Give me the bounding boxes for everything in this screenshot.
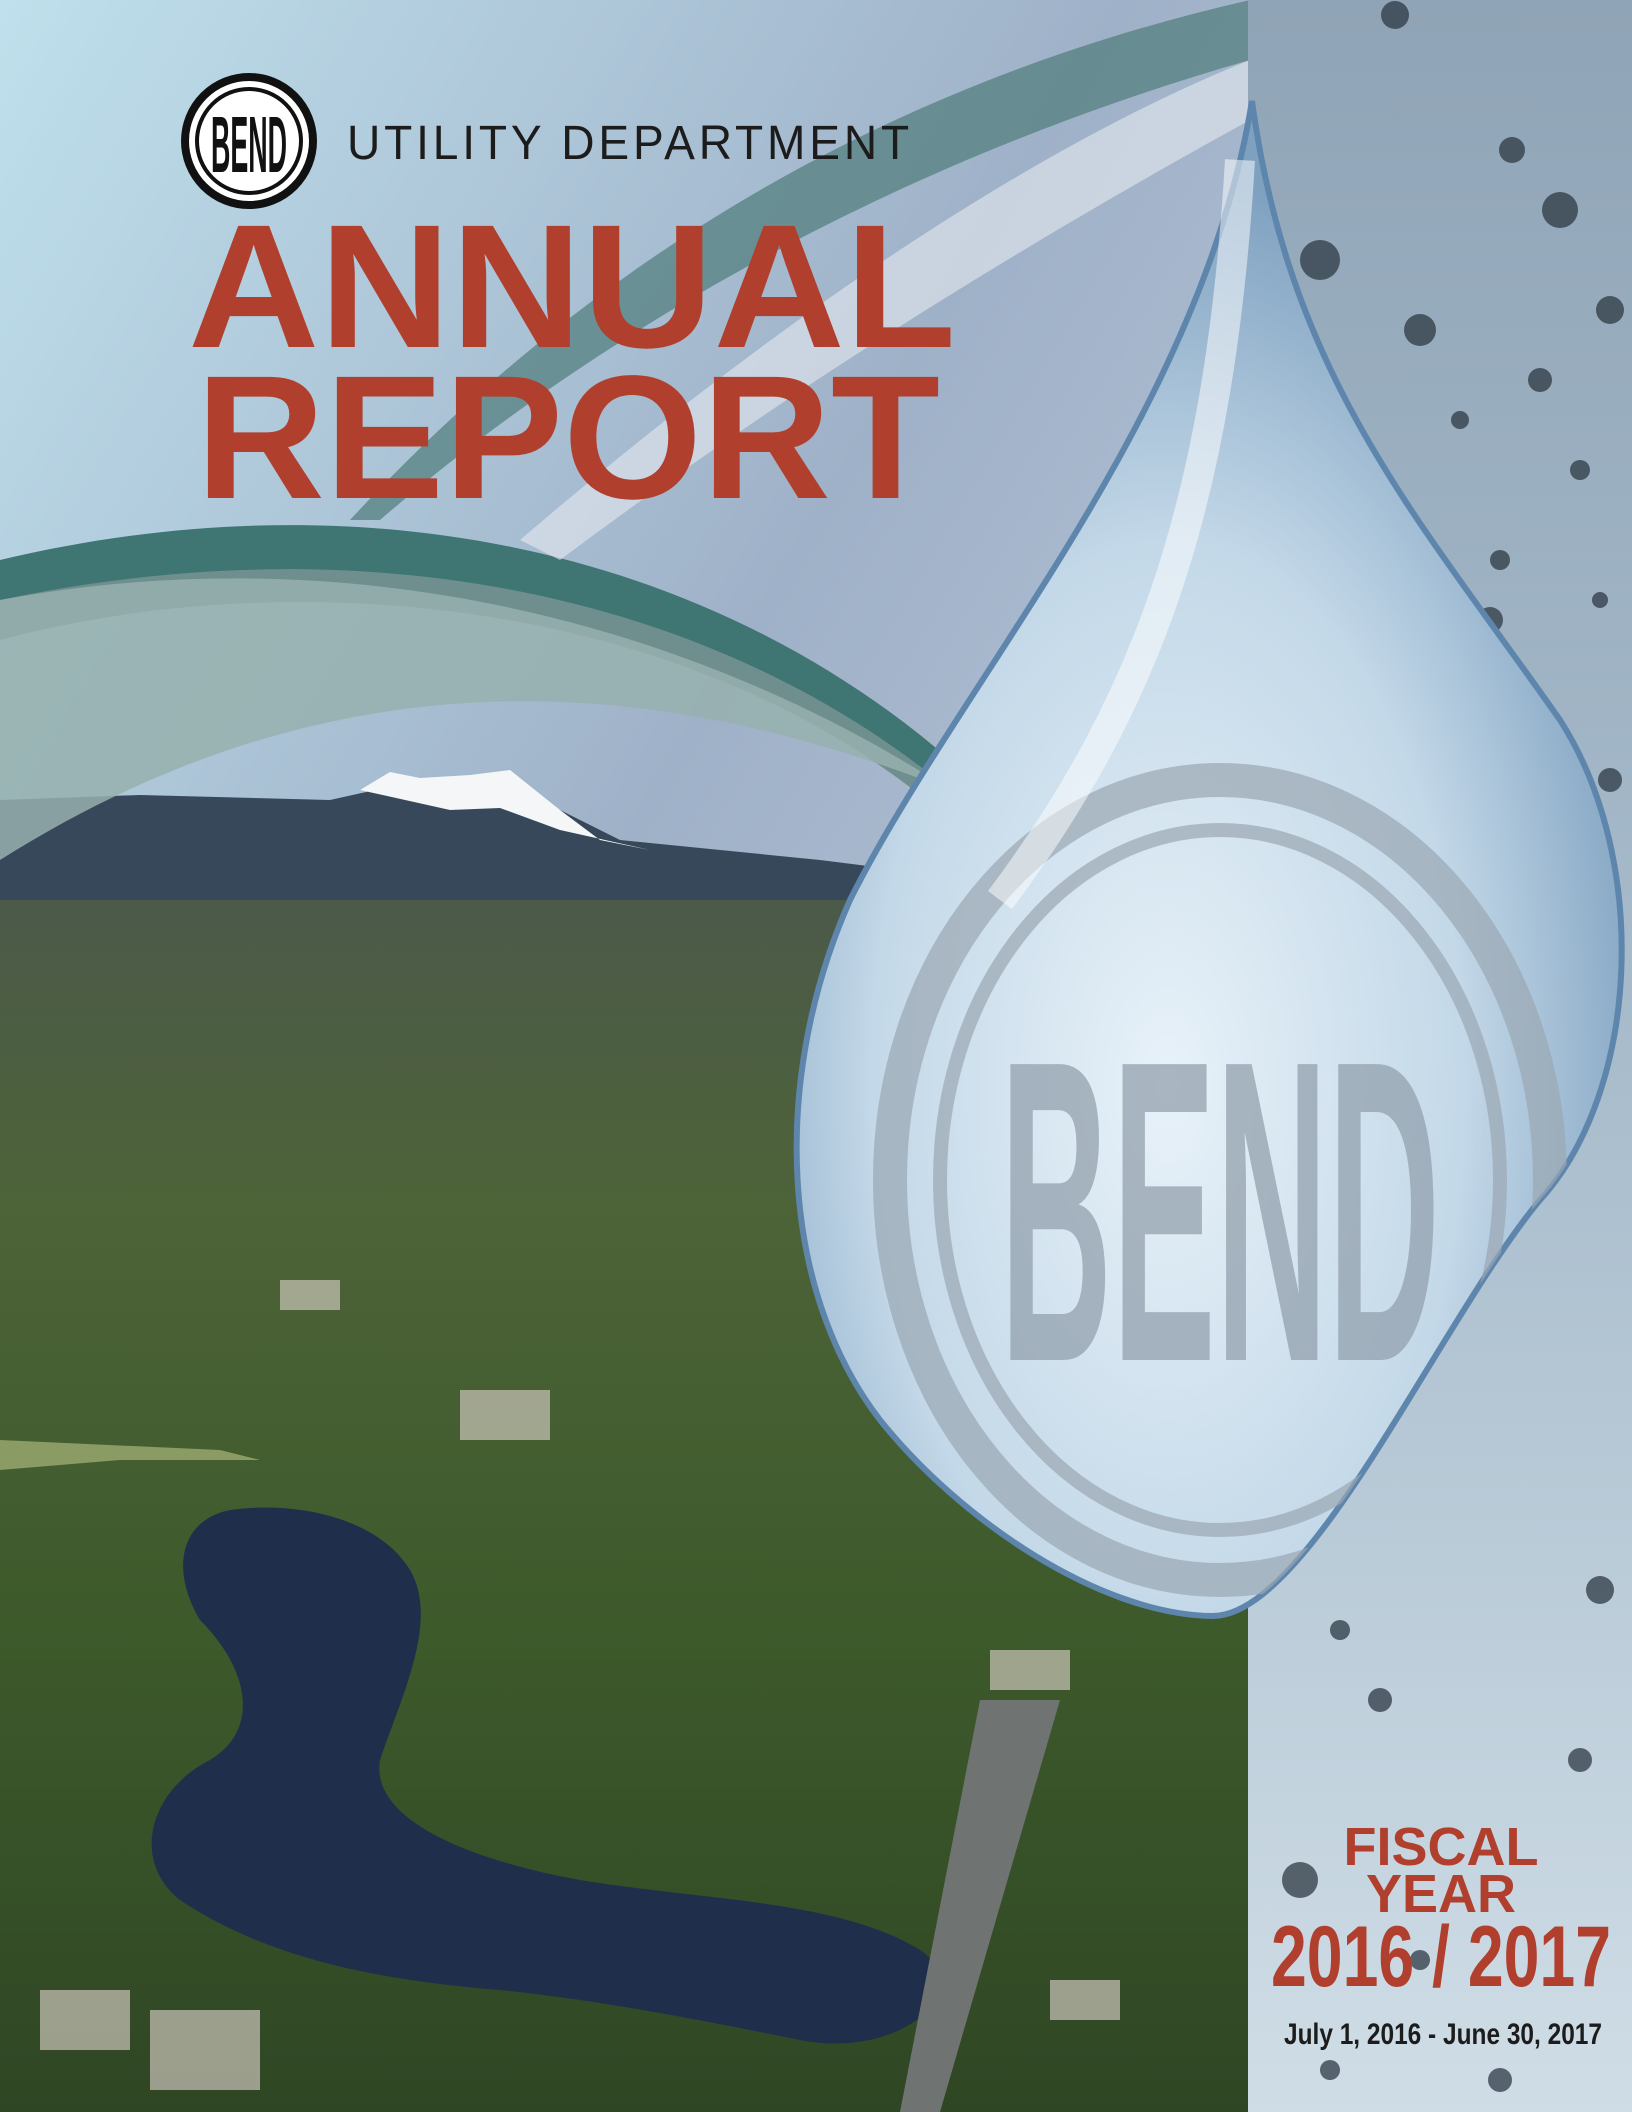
- logo-ring: [181, 73, 317, 209]
- river: [151, 1507, 941, 2044]
- drop-watermark: BEND: [873, 763, 1567, 1597]
- fiscal-line-2: YEAR: [1366, 1864, 1516, 1924]
- drop-highlight: [987, 159, 1255, 909]
- fiscal-dates: July 1, 2016 - June 30, 2017: [1284, 2018, 1602, 2051]
- water-drop: [793, 100, 1625, 1620]
- arc-teal: [0, 525, 950, 790]
- title-line-1: ANNUAL: [188, 189, 956, 385]
- field: [0, 1440, 260, 1470]
- arc-top: [350, 0, 1250, 520]
- fiscal-line-1: FISCAL: [1344, 1817, 1539, 1877]
- logo-ring-inner: [195, 87, 303, 195]
- buildings: [40, 1280, 1120, 2090]
- road: [900, 1700, 1060, 2112]
- arc-light: [0, 534, 950, 820]
- fiscal-years: 2016 / 2017: [1271, 1909, 1611, 2005]
- droplets: [1282, 1, 1624, 2092]
- title-line-2: REPORT: [196, 340, 940, 536]
- department: UTILITY DEPARTMENT: [347, 117, 913, 170]
- snow-peaks: [360, 770, 650, 850]
- arc-fill: [0, 578, 950, 860]
- arc-top-light: [520, 60, 1250, 560]
- watermark-logo: BEND: [1000, 972, 1440, 1452]
- logo-text: BEND: [211, 100, 287, 189]
